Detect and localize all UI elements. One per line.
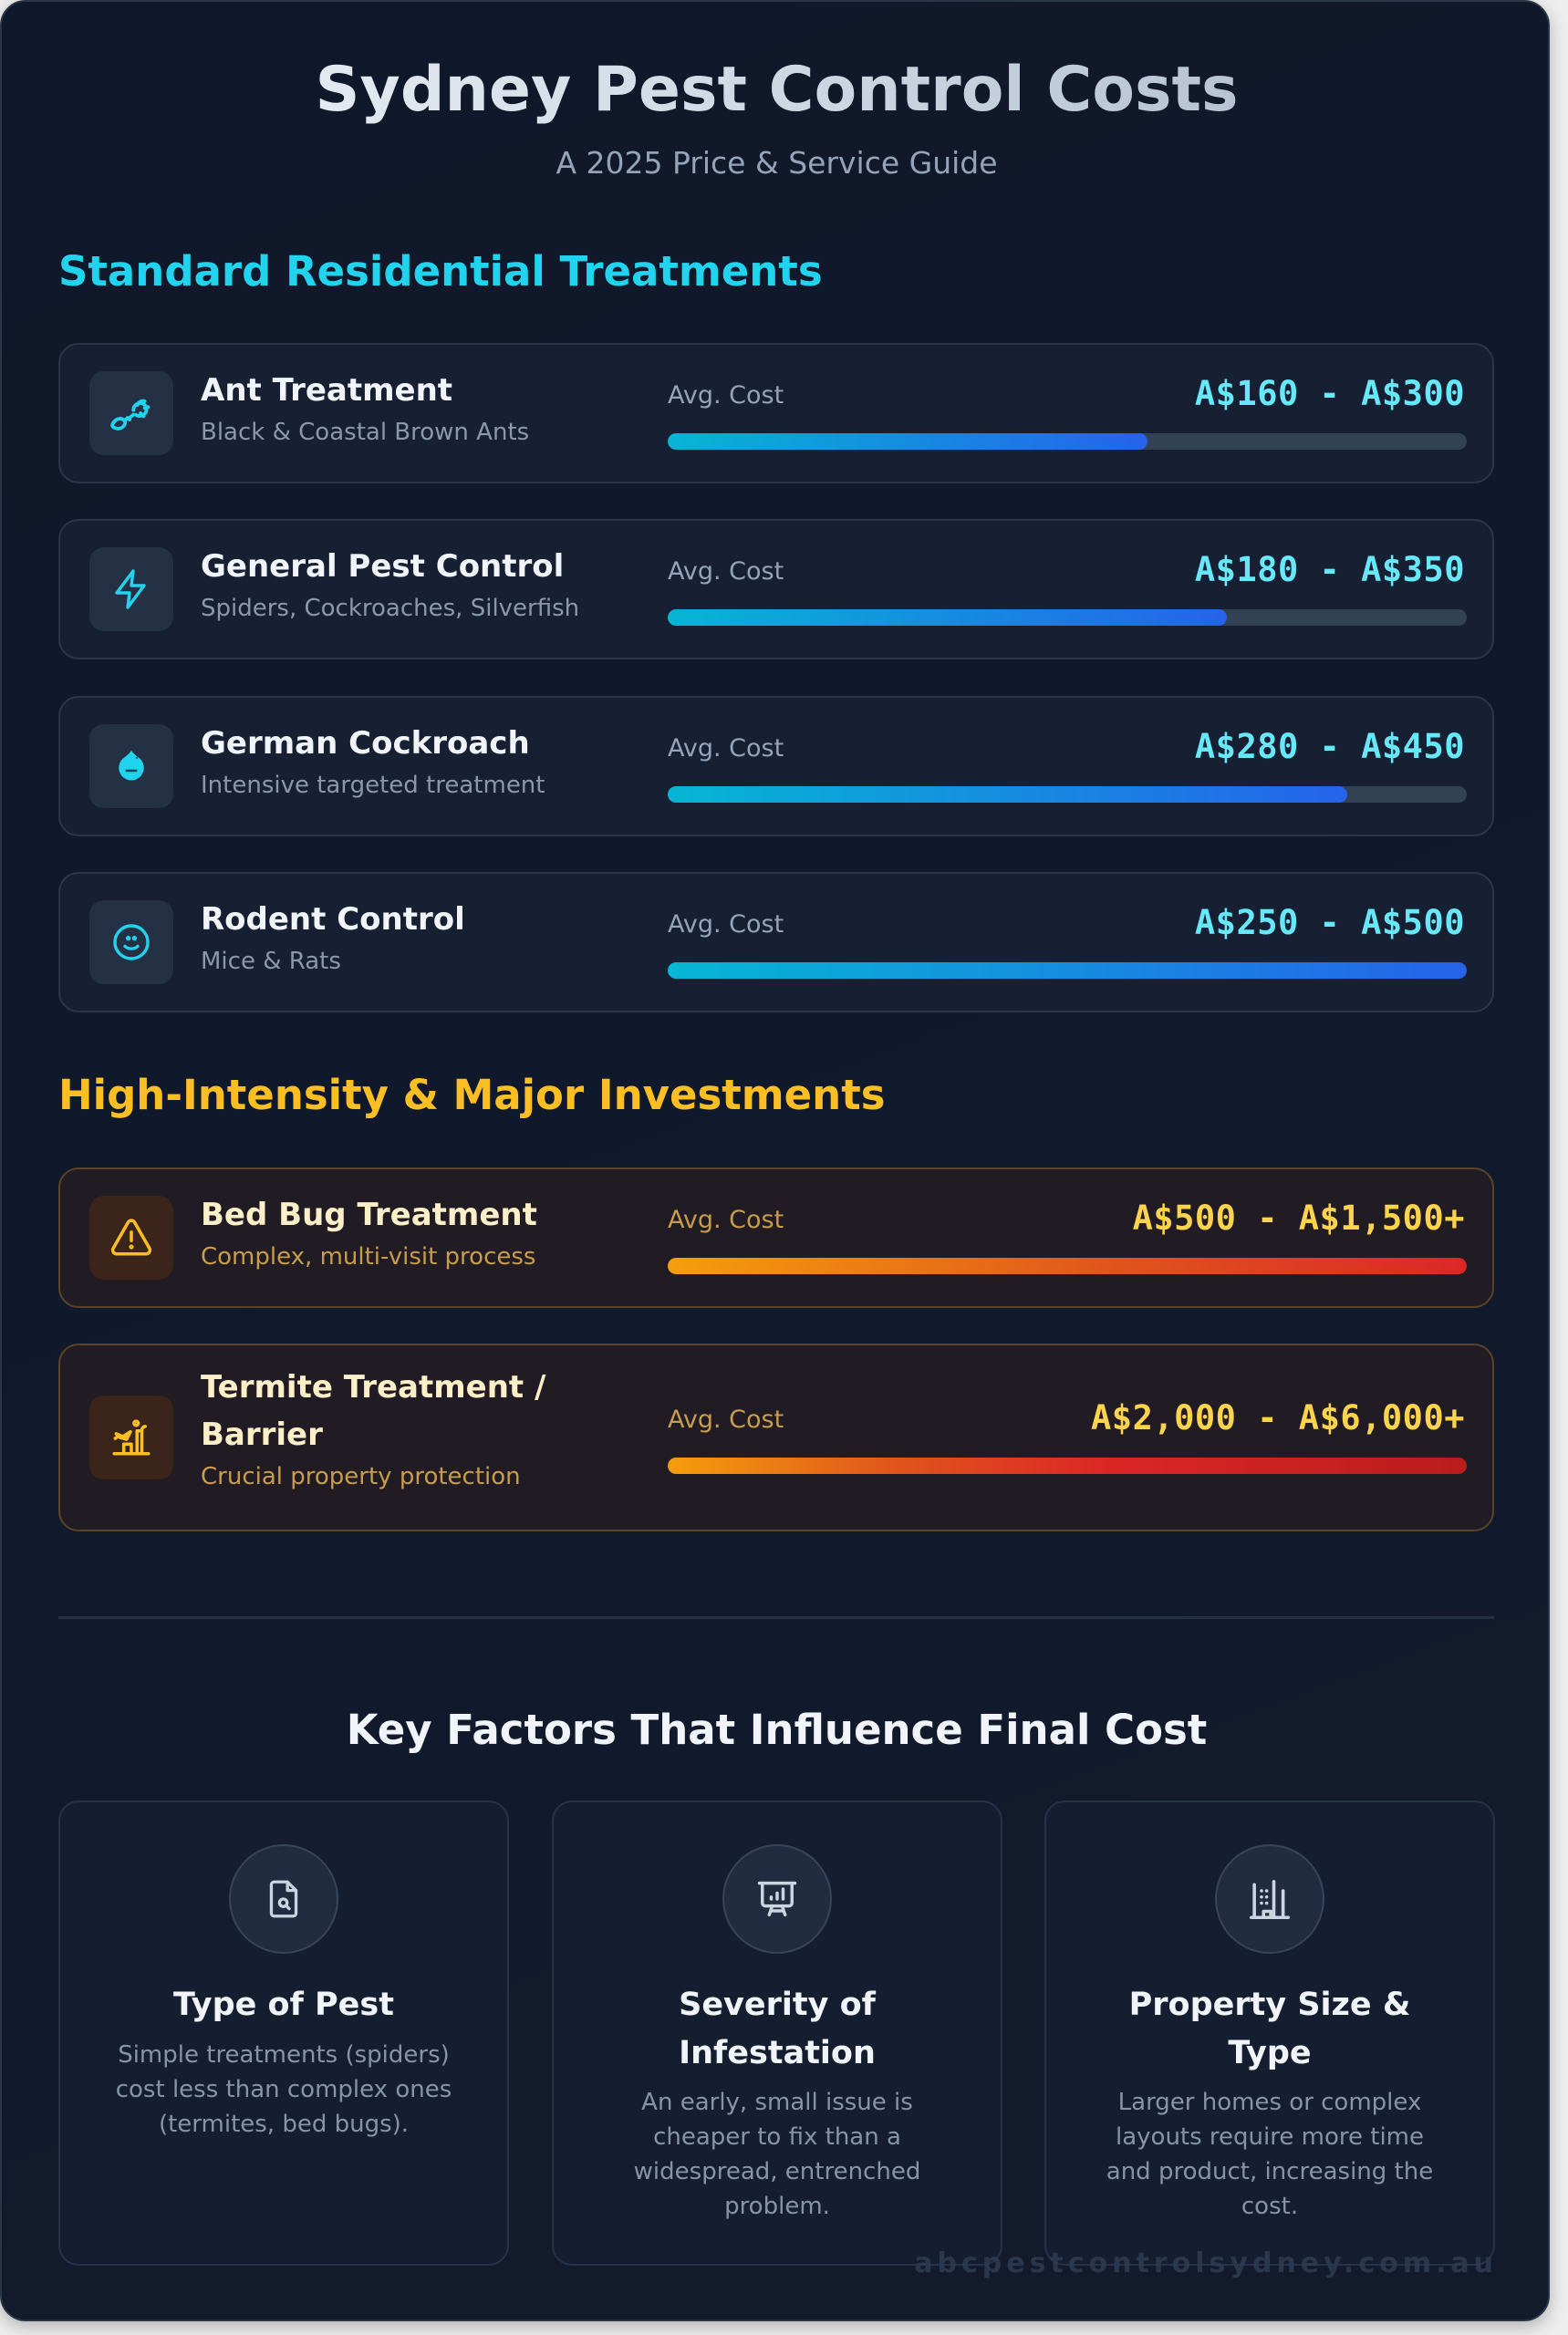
factor-title: Type of Pest — [173, 1987, 394, 2023]
factor-title: Property Size & Type — [1128, 1987, 1411, 2071]
cost-value: A$180 - A$350 — [1194, 550, 1465, 589]
factors-heading: Key Factors That Influence Final Cost — [346, 1706, 1208, 1754]
treatment-subtitle: Complex, multi-visit process — [201, 1243, 536, 1271]
treatment-title: Rodent Control — [201, 901, 465, 938]
cost-bar-fill — [668, 1258, 1467, 1274]
treatment-title: General Pest Control — [201, 548, 565, 585]
bug-icon — [89, 371, 173, 455]
page-title: Sydney Pest Control Costs — [2, 49, 1552, 131]
cost-bar-fill — [668, 786, 1347, 803]
factor-description: Simple treatments (spiders) cost less th… — [115, 2041, 452, 2138]
file-search-icon — [229, 1844, 338, 1954]
cost-value: A$2,000 - A$6,000+ — [1091, 1398, 1465, 1437]
cost-label: Avg. Cost — [668, 381, 784, 410]
cost-bar-fill — [668, 609, 1228, 626]
treatment-subtitle: Mice & Rats — [201, 948, 341, 975]
section-heading-major: High-Intensity & Major Investments — [58, 1071, 886, 1119]
watermark: abcpestcontrolsydney.com.au — [914, 2247, 1498, 2279]
factor-description: An early, small issue is cheaper to fix … — [633, 2089, 921, 2220]
treatment-subtitle: Black & Coastal Brown Ants — [201, 419, 530, 446]
treatment-subtitle: Crucial property protection — [201, 1463, 521, 1490]
droplet-icon — [89, 724, 173, 808]
factor-description: Larger homes or complex layouts require … — [1106, 2089, 1434, 2220]
treatment-row-bed-bug: Bed Bug Treatment Complex, multi-visit p… — [58, 1168, 1494, 1308]
warning-icon — [89, 1196, 173, 1280]
cost-value: A$500 - A$1,500+ — [1132, 1199, 1465, 1238]
cost-bar — [668, 433, 1467, 450]
presentation-chart-icon — [722, 1844, 832, 1954]
treatment-title: Ant Treatment — [201, 372, 453, 409]
section-divider — [58, 1616, 1494, 1619]
cost-bar-fill — [668, 962, 1467, 979]
cost-bar-fill — [668, 433, 1147, 450]
factor-title: Severity of Infestation — [679, 1987, 876, 2071]
smiley-icon — [89, 900, 173, 984]
cost-bar — [668, 786, 1467, 803]
cost-bar — [668, 609, 1467, 626]
treatment-title: German Cockroach — [201, 725, 530, 762]
cost-value: A$250 - A$500 — [1194, 903, 1465, 942]
cost-label: Avg. Cost — [668, 1406, 784, 1434]
cost-bar — [668, 962, 1467, 979]
cost-label: Avg. Cost — [668, 557, 784, 586]
cost-value: A$280 - A$450 — [1194, 727, 1465, 766]
cost-bar — [668, 1258, 1467, 1274]
cost-label: Avg. Cost — [668, 910, 784, 939]
cost-label: Avg. Cost — [668, 1206, 784, 1234]
treatment-row-german-cockroach: German Cockroach Intensive targeted trea… — [58, 696, 1494, 836]
lightning-icon — [89, 547, 173, 631]
treatment-row-ant: Ant Treatment Black & Coastal Brown Ants… — [58, 343, 1494, 483]
treatment-row-termite: Termite Treatment / Barrier Crucial prop… — [58, 1344, 1494, 1531]
factor-card-type-of-pest: Type of Pest Simple treatments (spiders)… — [58, 1801, 509, 2266]
treatment-title: Termite Treatment / Barrier — [201, 1369, 546, 1453]
cost-bar-fill — [668, 1458, 1467, 1474]
factor-card-property-size: Property Size & Type Larger homes or com… — [1044, 1801, 1495, 2266]
building-construction-icon — [89, 1396, 173, 1479]
building-icon — [1215, 1844, 1324, 1954]
cost-bar — [668, 1458, 1467, 1474]
cost-value: A$160 - A$300 — [1194, 374, 1465, 413]
cost-label: Avg. Cost — [668, 734, 784, 763]
treatment-row-general: General Pest Control Spiders, Cockroache… — [58, 519, 1494, 659]
factor-card-severity: Severity of Infestation An early, small … — [552, 1801, 1002, 2266]
treatment-row-rodent: Rodent Control Mice & Rats Avg. Cost A$2… — [58, 872, 1494, 1012]
page-subtitle: A 2025 Price & Service Guide — [556, 145, 998, 181]
treatment-subtitle: Spiders, Cockroaches, Silverfish — [201, 595, 580, 622]
treatment-subtitle: Intensive targeted treatment — [201, 772, 545, 799]
section-heading-standard: Standard Residential Treatments — [58, 247, 823, 296]
treatment-title: Bed Bug Treatment — [201, 1197, 537, 1233]
